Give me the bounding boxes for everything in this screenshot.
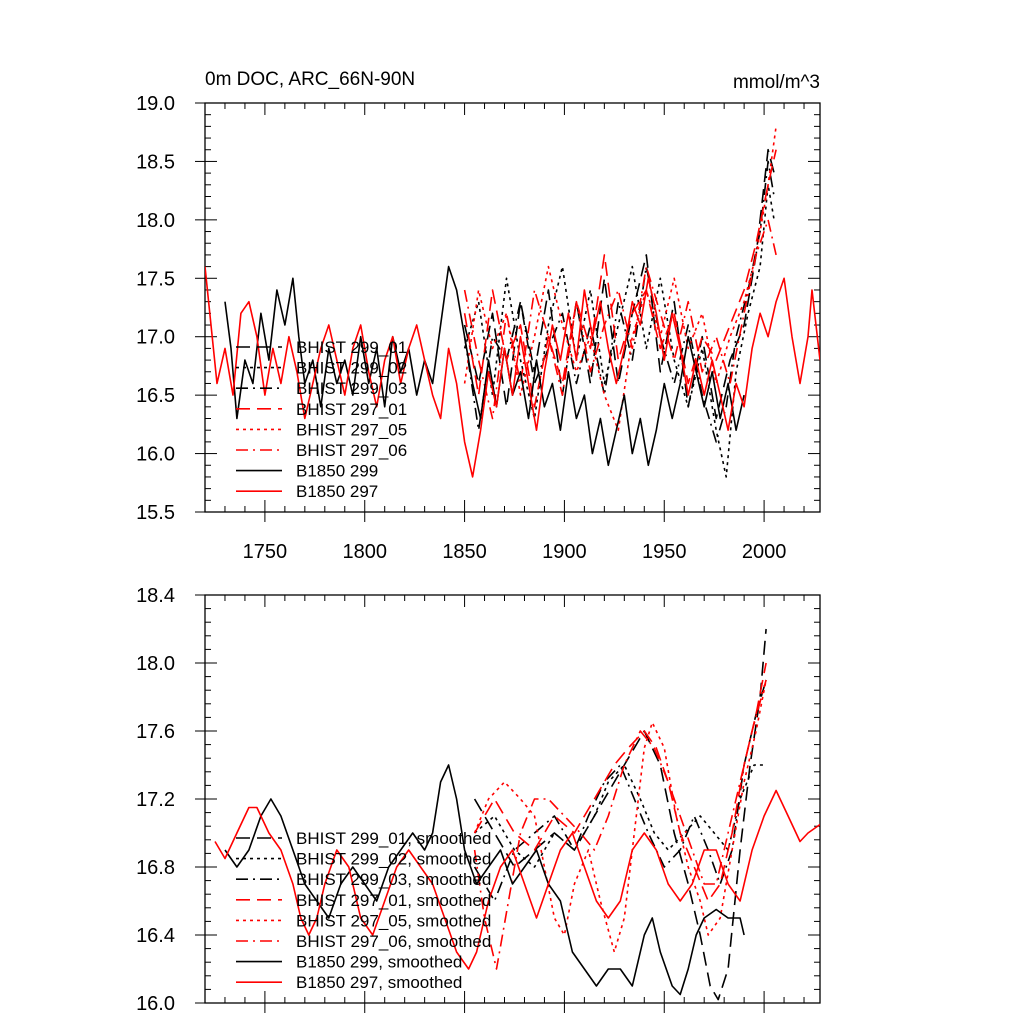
y-tick-label-18.0: 18.0 [136,653,175,675]
top-series-line-7 [224,265,745,467]
top-series-line-2 [463,184,775,478]
x-tick-label-1900: 1900 [542,541,587,563]
top-series-line-5 [463,126,777,431]
x-tick-label-1850: 1850 [442,541,487,563]
bottom-legend-label-8: B1850 297, smoothed [296,973,462,992]
top-legend-label-7: B1850 299 [296,462,378,481]
bottom-legend-label-4: BHIST 297_01, smoothed [296,891,491,910]
y-tick-label-17.2: 17.2 [136,789,175,811]
bottom-legend-label-3: BHIST 299_03, smoothed [296,870,491,889]
top-legend-label-2: BHIST 299_02 [296,359,407,378]
top-left-title: 0m DOC, ARC_66N-90N [205,69,415,90]
top-series-line-6 [463,219,777,420]
bottom-series-lines [214,628,820,1001]
bottom-legend-label-1: BHIST 299_01, smoothed [296,829,491,848]
bottom-lines-clip [214,628,820,1001]
bottom-axis-ticks: 16.0 16.4 16.8 17.2 17.6 18.0 18.4 [136,585,820,1015]
x-tick-label-2000: 2000 [742,541,787,563]
top-series-lines [205,126,820,478]
bottom-legend-label-2: BHIST 299_02, smoothed [296,850,491,869]
y-tick-label-17.6: 17.6 [136,721,175,743]
y-tick-label-15.5: 15.5 [136,502,175,524]
top-legend-label-4: BHIST 297_01 [296,400,407,419]
bottom-series-line-8 [214,789,820,970]
top-lines-clip [205,126,820,478]
y-tick-label-18.4: 18.4 [136,585,175,607]
bottom-series-line-5 [473,679,767,953]
x-tick-label-1800: 1800 [342,541,387,563]
bottom-legend-label-6: BHIST 297_06, smoothed [296,932,491,951]
top-series-line-3 [463,160,775,443]
y-tick-label-19.0: 19.0 [136,93,175,115]
top-legend-label-8: B1850 297 [296,482,378,501]
bottom-panel: 16.0 16.4 16.8 17.2 17.6 18.0 18.4 BHIST 299_0… [136,585,821,1015]
top-plot-frame [204,102,821,513]
bottom-legend-label-5: BHIST 297_05, smoothed [296,911,491,930]
x-tick-label-1750: 1750 [243,541,288,563]
x-tick-label-1950: 1950 [642,541,687,563]
top-right-units: mmol/m^3 [733,72,820,93]
top-legend-label-5: BHIST 297_05 [296,420,407,439]
bottom-series-line-1 [473,628,767,1001]
top-panel: 1750 1800 1850 1900 1950 2000 15.5 16.0 16.5 17.0… [136,69,821,563]
y-tick-label-16.0: 16.0 [136,993,175,1015]
top-legend-label-1: BHIST 299_01 [296,338,407,357]
bottom-series-line-7 [224,764,745,996]
y-tick-label-16.5: 16.5 [136,385,175,407]
top-axis-ticks: 1750 1800 1850 1900 1950 2000 15.5 16.0 16.5 17.0… [136,93,820,563]
top-legend-label-3: BHIST 299_03 [296,379,407,398]
bottom-series-line-2 [474,764,767,868]
bottom-legend: BHIST 299_01, smoothed BHIST 299_02, smoo… [236,829,491,992]
y-tick-label-18.5: 18.5 [136,151,175,173]
y-tick-label-16.8: 16.8 [136,857,175,879]
y-tick-label-16.4: 16.4 [136,925,175,947]
y-tick-label-18.0: 18.0 [136,210,175,232]
bottom-series-line-6 [473,679,767,970]
top-legend-label-6: BHIST 297_06 [296,441,407,460]
y-tick-label-17.5: 17.5 [136,268,175,290]
bottom-series-line-4 [473,662,767,902]
top-series-line-4 [463,149,777,408]
top-series-line-8 [205,266,820,478]
top-series-line-1 [463,148,775,420]
y-tick-label-17.0: 17.0 [136,327,175,349]
y-tick-label-16.0: 16.0 [136,444,175,466]
bottom-legend-label-7: B1850 299, smoothed [296,953,462,972]
